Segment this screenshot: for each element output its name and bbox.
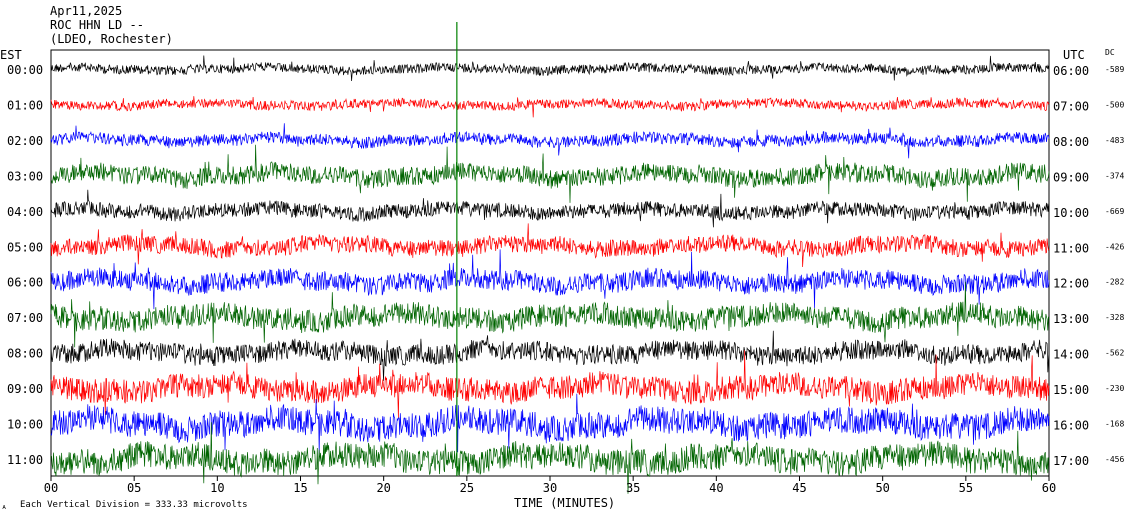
x-tick-label: 50 (875, 481, 889, 495)
est-hour-label: 02:00 (7, 134, 43, 148)
utc-hour-label: 09:00 (1053, 170, 1089, 184)
left-timezone-label: EST (0, 48, 22, 62)
trace-row-1000 (50, 393, 1050, 455)
trace-row-0000 (50, 55, 1050, 82)
utc-hour-label: 08:00 (1053, 135, 1089, 149)
x-tick-label: 15 (293, 481, 307, 495)
trace-row-0800 (50, 330, 1050, 381)
trace-row-0400 (50, 189, 1050, 228)
dc-offset-value: -456 (1105, 455, 1124, 464)
est-hour-label: 07:00 (7, 311, 43, 325)
x-tick-label: 20 (376, 481, 390, 495)
scale-note: Each Vertical Division = 333.33 microvol… (20, 500, 248, 510)
x-tick-label: 35 (626, 481, 640, 495)
trace-row-1100 (50, 422, 1050, 494)
utc-hour-label: 15:00 (1053, 383, 1089, 397)
utc-hour-label: 10:00 (1053, 206, 1089, 220)
est-hour-label: 10:00 (7, 418, 43, 432)
utc-hour-label: 11:00 (1053, 241, 1089, 255)
x-tick-label: 00 (44, 481, 58, 495)
trace-row-0200 (50, 123, 1050, 159)
dc-offset-value: -483 (1105, 136, 1124, 145)
x-tick-label: 55 (959, 481, 973, 495)
plot-frame (50, 49, 1050, 477)
network-location: (LDEO, Rochester) (50, 32, 173, 46)
station-channel: ROC HHN LD -- (50, 18, 144, 32)
scale-marker-icon: ᴀ (2, 503, 7, 511)
dc-offset-header: DC (1105, 48, 1115, 57)
est-hour-label: 08:00 (7, 347, 43, 361)
est-hour-label: 11:00 (7, 453, 43, 467)
est-hour-label: 00:00 (7, 63, 43, 77)
utc-hour-label: 14:00 (1053, 348, 1089, 362)
est-hour-label: 03:00 (7, 169, 43, 183)
x-tick-label: 30 (543, 481, 557, 495)
x-tick-label: 05 (127, 481, 141, 495)
est-hour-label: 06:00 (7, 276, 43, 290)
right-timezone-label: UTC (1063, 48, 1085, 62)
dc-offset-value: -589 (1105, 65, 1124, 74)
est-hour-label: 09:00 (7, 382, 43, 396)
dc-offset-value: -500 (1105, 100, 1124, 109)
chart-date: Apr11,2025 (50, 4, 123, 18)
est-hour-label: 01:00 (7, 98, 43, 112)
utc-hour-label: 07:00 (1053, 99, 1089, 113)
x-tick-label: 25 (460, 481, 474, 495)
utc-hour-label: 12:00 (1053, 277, 1089, 291)
trace-row-0500 (50, 223, 1050, 268)
x-axis-label: TIME (MINUTES) (514, 496, 616, 510)
est-hour-label: 05:00 (7, 240, 43, 254)
dc-offset-value: -328 (1105, 313, 1124, 322)
dc-offset-value: -669 (1105, 207, 1124, 216)
trace-row-0700 (50, 281, 1050, 348)
x-tick-label: 60 (1042, 481, 1056, 495)
dc-offset-value: -282 (1105, 278, 1124, 287)
utc-hour-label: 06:00 (1053, 64, 1089, 78)
est-hour-label: 04:00 (7, 205, 43, 219)
utc-hour-label: 13:00 (1053, 312, 1089, 326)
dc-offset-value: -168 (1105, 420, 1124, 429)
x-tick-label: 10 (210, 481, 224, 495)
dc-offset-value: -426 (1105, 242, 1124, 251)
dc-offset-value: -562 (1105, 349, 1124, 358)
trace-row-0300 (50, 144, 1050, 203)
utc-hour-label: 16:00 (1053, 419, 1089, 433)
trace-row-0900 (50, 350, 1050, 419)
trace-row-0100 (50, 96, 1050, 118)
x-tick-label: 40 (709, 481, 723, 495)
x-tick-label: 45 (792, 481, 806, 495)
trace-row-0600 (50, 249, 1050, 310)
dc-offset-value: -230 (1105, 384, 1124, 393)
dc-offset-value: -374 (1105, 171, 1124, 180)
utc-hour-label: 17:00 (1053, 454, 1089, 468)
